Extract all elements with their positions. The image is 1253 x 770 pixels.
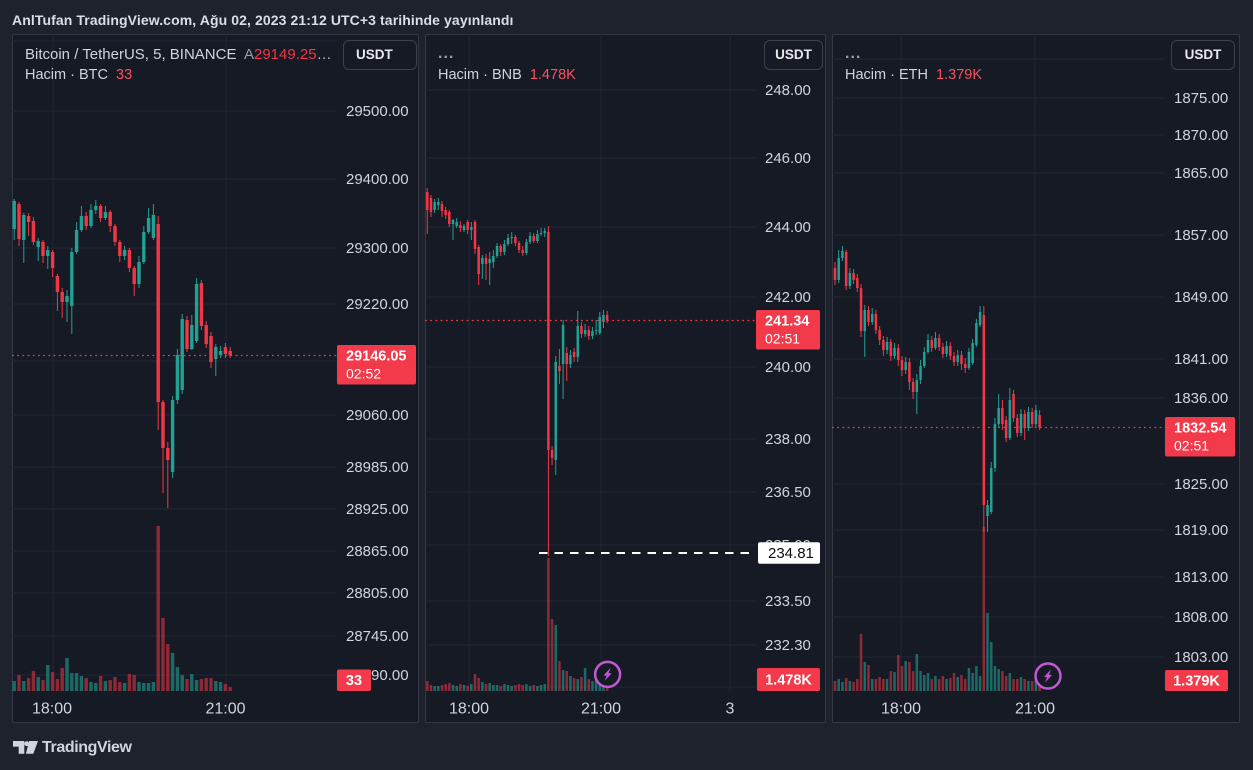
svg-text:1808.00: 1808.00 <box>1174 609 1228 626</box>
svg-text:1825.00: 1825.00 <box>1174 476 1228 493</box>
svg-text:1819.00: 1819.00 <box>1174 522 1228 539</box>
svg-text:18:00: 18:00 <box>881 701 921 718</box>
svg-text:29146.05: 29146.05 <box>346 349 406 365</box>
svg-text:21:00: 21:00 <box>581 701 621 718</box>
svg-text:29500.00: 29500.00 <box>346 103 409 120</box>
svg-text:242.00: 242.00 <box>765 289 811 306</box>
svg-text:18:00: 18:00 <box>449 701 489 718</box>
svg-text:1875.00: 1875.00 <box>1174 90 1228 107</box>
svg-text:29060.00: 29060.00 <box>346 407 409 424</box>
svg-text:28985.00: 28985.00 <box>346 459 409 476</box>
svg-text:02:51: 02:51 <box>765 331 800 347</box>
svg-text:1870.00: 1870.00 <box>1174 127 1228 144</box>
svg-text:1832.54: 1832.54 <box>1174 421 1226 437</box>
svg-text:236.50: 236.50 <box>765 484 811 501</box>
svg-text:1.379K: 1.379K <box>1173 674 1220 690</box>
svg-text:1841.00: 1841.00 <box>1174 351 1228 368</box>
svg-text:21:00: 21:00 <box>205 701 245 718</box>
svg-text:29300.00: 29300.00 <box>346 240 409 257</box>
svg-text:232.30: 232.30 <box>765 637 811 654</box>
svg-text:33: 33 <box>346 673 362 689</box>
svg-text:28925.00: 28925.00 <box>346 501 409 518</box>
svg-text:240.00: 240.00 <box>765 359 811 376</box>
svg-text:246.00: 246.00 <box>765 150 811 167</box>
svg-text:1865.00: 1865.00 <box>1174 165 1228 182</box>
svg-text:28745.00: 28745.00 <box>346 628 409 645</box>
svg-text:29400.00: 29400.00 <box>346 171 409 188</box>
svg-text:28805.00: 28805.00 <box>346 585 409 602</box>
svg-text:233.50: 233.50 <box>765 593 811 610</box>
svg-text:21:00: 21:00 <box>1015 701 1055 718</box>
svg-text:1836.00: 1836.00 <box>1174 390 1228 407</box>
svg-text:1857.00: 1857.00 <box>1174 227 1228 244</box>
svg-text:1.478K: 1.478K <box>765 673 812 689</box>
svg-text:234.81: 234.81 <box>768 545 814 562</box>
svg-text:248.00: 248.00 <box>765 82 811 99</box>
svg-text:02:51: 02:51 <box>1174 438 1209 454</box>
svg-text:29220.00: 29220.00 <box>346 296 409 313</box>
svg-text:28865.00: 28865.00 <box>346 543 409 560</box>
svg-text:18:00: 18:00 <box>32 701 72 718</box>
svg-text:238.00: 238.00 <box>765 431 811 448</box>
svg-text:1803.00: 1803.00 <box>1174 649 1228 666</box>
svg-text:241.34: 241.34 <box>765 314 809 330</box>
svg-text:3: 3 <box>726 701 735 718</box>
svg-text:1813.00: 1813.00 <box>1174 569 1228 586</box>
svg-text:244.00: 244.00 <box>765 219 811 236</box>
svg-text:02:52: 02:52 <box>346 366 381 382</box>
svg-text:1849.00: 1849.00 <box>1174 289 1228 306</box>
